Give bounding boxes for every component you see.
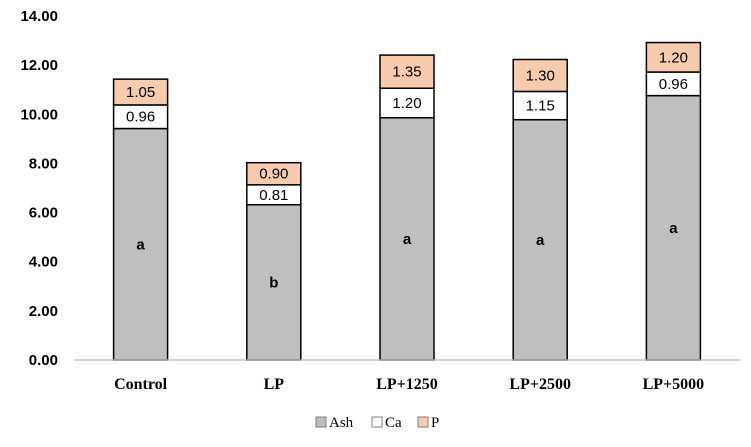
legend-item: Ca (371, 415, 402, 431)
y-axis: 0.00 2.00 4.00 6.00 8.00 10.00 12.00 14.00 (20, 8, 58, 369)
data-label: 0.81 (259, 187, 288, 204)
data-label: 0.90 (259, 166, 288, 183)
legend-item: Ash (315, 415, 354, 431)
y-tick-label: 0.00 (29, 352, 58, 369)
bar-segment-ash (246, 203, 302, 361)
x-tick-label: LP+2500 (509, 376, 571, 393)
bar-stack: 1.15 1.30 a (512, 58, 568, 361)
y-tick-label: 6.00 (29, 205, 58, 222)
legend-swatch (417, 416, 429, 428)
y-tick-label: 14.00 (20, 8, 58, 25)
data-label: 1.05 (126, 84, 155, 101)
x-tick-label: LP+1250 (376, 376, 438, 393)
data-label: 1.35 (392, 64, 421, 81)
bar-segment-ash (645, 94, 702, 361)
significance-letter: a (136, 236, 145, 253)
legend-label: P (431, 415, 439, 431)
data-label: 1.15 (526, 98, 555, 115)
bars: 0.961.05a0.810.90b1.201.35a1.151.30a0.96… (112, 41, 702, 361)
bar-segment-p (512, 58, 568, 93)
significance-letter: a (669, 220, 678, 237)
data-label: 1.20 (659, 49, 688, 66)
bar-segment-ash (112, 127, 169, 361)
data-label: 0.96 (126, 109, 155, 126)
y-tick-label: 2.00 (29, 303, 58, 320)
bar-stack: 1.20 1.35 a (379, 54, 435, 361)
legend-item: P (417, 415, 439, 431)
significance-letter: a (536, 232, 545, 249)
bar-segment-ca (512, 90, 568, 121)
legend-label: Ash (329, 415, 354, 431)
data-label: 1.30 (526, 67, 555, 84)
x-tick-label: Control (114, 376, 168, 393)
bar-stack: 0.96 1.05 a (112, 78, 169, 361)
y-tick-label: 4.00 (29, 254, 58, 271)
bar-segment-p (645, 41, 702, 73)
legend: Ash Ca P (315, 415, 439, 431)
legend-label: Ca (385, 415, 402, 431)
x-axis: Control LP LP+1250 LP+2500 LP+5000 (74, 359, 740, 393)
x-tick-label: LP+5000 (643, 376, 705, 393)
data-label: 1.20 (392, 95, 421, 112)
bar-segment-p (112, 78, 169, 106)
significance-letter: b (269, 274, 278, 291)
significance-letter: a (403, 231, 412, 248)
y-tick-label: 10.00 (20, 106, 58, 123)
bar-stack: 0.81 0.90 b (246, 161, 302, 361)
bar-segment-p (246, 161, 302, 186)
legend-swatch (315, 416, 327, 428)
bar-segment-p (379, 54, 435, 89)
x-tick-label: LP (264, 376, 285, 393)
y-tick-label: 12.00 (20, 57, 58, 74)
legend-swatch (371, 416, 383, 428)
bar-stack: 0.96 1.20 a (645, 41, 702, 361)
y-tick-label: 8.00 (29, 155, 58, 172)
data-label: 0.96 (659, 76, 688, 93)
